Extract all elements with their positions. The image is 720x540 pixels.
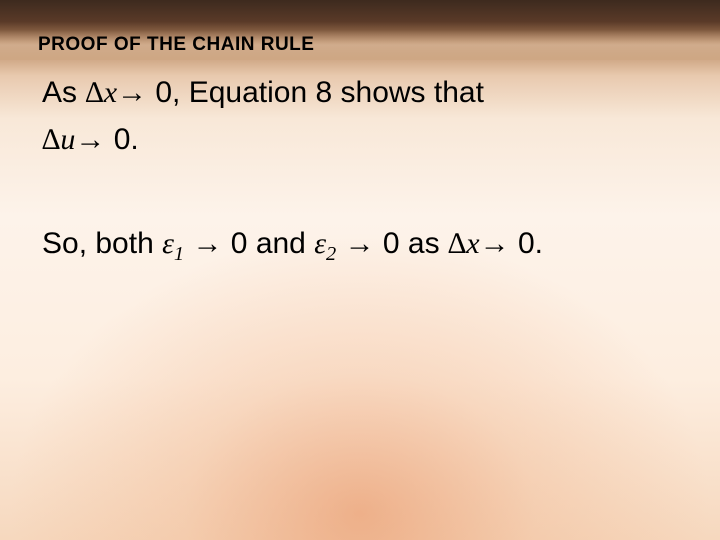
slide-title: PROOF OF THE CHAIN RULE [38,34,682,56]
text-arrow-0-dot: → 0. [75,123,138,156]
text-so-both: So, both [42,227,162,260]
epsilon-2: ε [314,227,326,260]
text-tail: → 0. [480,227,543,260]
line-2: ∆u→ 0. [42,117,678,164]
delta-x-1: ∆x [85,76,117,109]
text-mid1: → 0 and [184,227,314,260]
text-arrow-0-comma: → 0, [117,76,189,109]
text-equation-8: Equation 8 shows that [189,76,484,109]
slide-body: As ∆x→ 0, Equation 8 shows that ∆u→ 0. S… [42,70,678,271]
line-1: As ∆x→ 0, Equation 8 shows that [42,70,678,117]
delta-u: ∆u [42,123,75,156]
delta-x-2: ∆x [448,227,480,260]
title-bar: PROOF OF THE CHAIN RULE [0,30,720,60]
epsilon-1: ε [162,227,174,260]
text-as: As [42,76,85,109]
subscript-2: 2 [326,243,336,265]
line-3: So, both ε1 → 0 and ε2 → 0 as ∆x→ 0. [42,221,678,271]
spacer [42,163,678,221]
text-mid2: → 0 as [336,227,448,260]
subscript-1: 1 [174,243,184,265]
